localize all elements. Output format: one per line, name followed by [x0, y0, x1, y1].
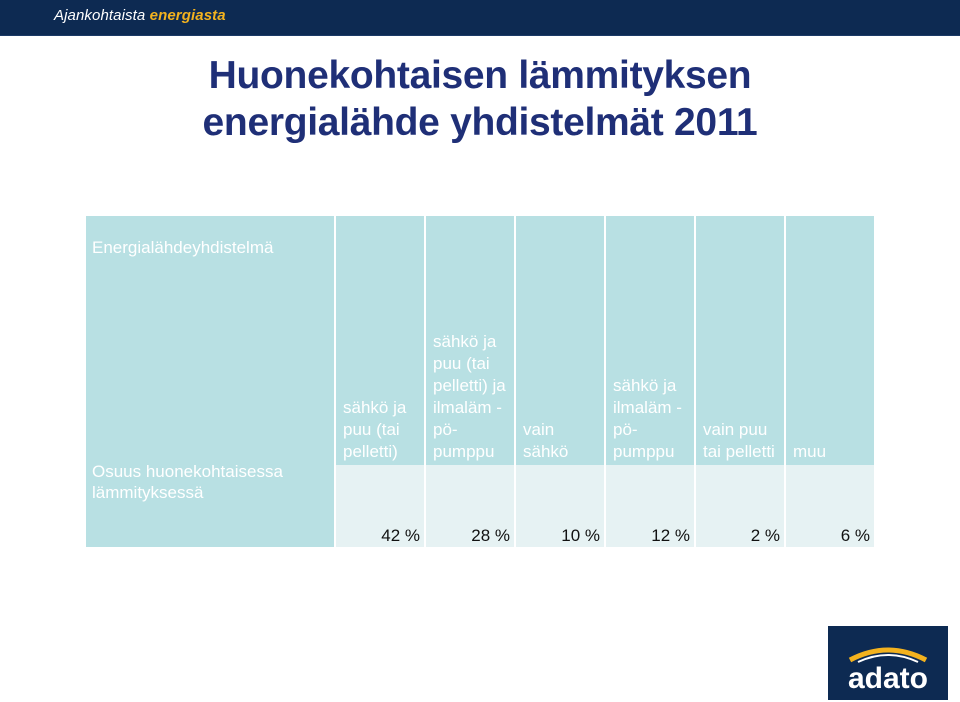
brand-prefix: Ajankohtaista [54, 7, 146, 24]
value-text: 42 % [381, 526, 420, 545]
header-label: Energialähdeyhdistelmä [92, 238, 274, 257]
column-header: muu [786, 216, 874, 465]
column-header: vain sähkö [516, 216, 604, 465]
row-label-cell: Energialähdeyhdistelmä Osuus huonekohtai… [86, 216, 334, 547]
header-row: Energialähdeyhdistelmä Osuus huonekohtai… [86, 216, 874, 547]
logo-text: adato [848, 662, 928, 695]
top-banner: Ajankohtaista energiasta [0, 0, 960, 36]
value-cell: 10 % [516, 465, 604, 547]
adato-logo-icon: adato [828, 626, 948, 700]
column-header: vain puu tai pelletti [696, 216, 784, 465]
title-line-1: Huonekohtaisen lämmityksen [208, 54, 752, 97]
brand-accent: energiasta [149, 7, 226, 24]
value-text: 28 % [471, 526, 510, 545]
value-cell: 28 % [426, 465, 514, 547]
value-row: 42 % 28 % 10 % 12 % 2 % 6 % [86, 465, 874, 547]
value-text: 6 % [840, 526, 870, 545]
column-header: sähkö ja ilmaläm -pö-pumppu [606, 216, 694, 465]
value-cell: 42 % [336, 465, 424, 547]
title-line-2: energialähde yhdistelmät 2011 [202, 101, 758, 144]
energy-mix-table: Energialähdeyhdistelmä Osuus huonekohtai… [84, 216, 876, 547]
value-cell: 6 % [786, 465, 874, 547]
row-label: Osuus huonekohtaisessa lämmityksessä [92, 462, 283, 502]
value-cell: 2 % [696, 465, 784, 547]
column-header: sähkö ja puu (tai pelletti) [336, 216, 424, 465]
value-text: 10 % [561, 526, 600, 545]
value-text: 2 % [750, 526, 780, 545]
value-text: 12 % [651, 526, 690, 545]
adato-logo: adato [828, 626, 948, 700]
page-title: Huonekohtaisen lämmityksen energialähde … [0, 52, 960, 146]
value-cell: 12 % [606, 465, 694, 547]
column-header: sähkö ja puu (tai pelletti) ja ilmaläm -… [426, 216, 514, 465]
brand-text: Ajankohtaista energiasta [54, 7, 226, 24]
